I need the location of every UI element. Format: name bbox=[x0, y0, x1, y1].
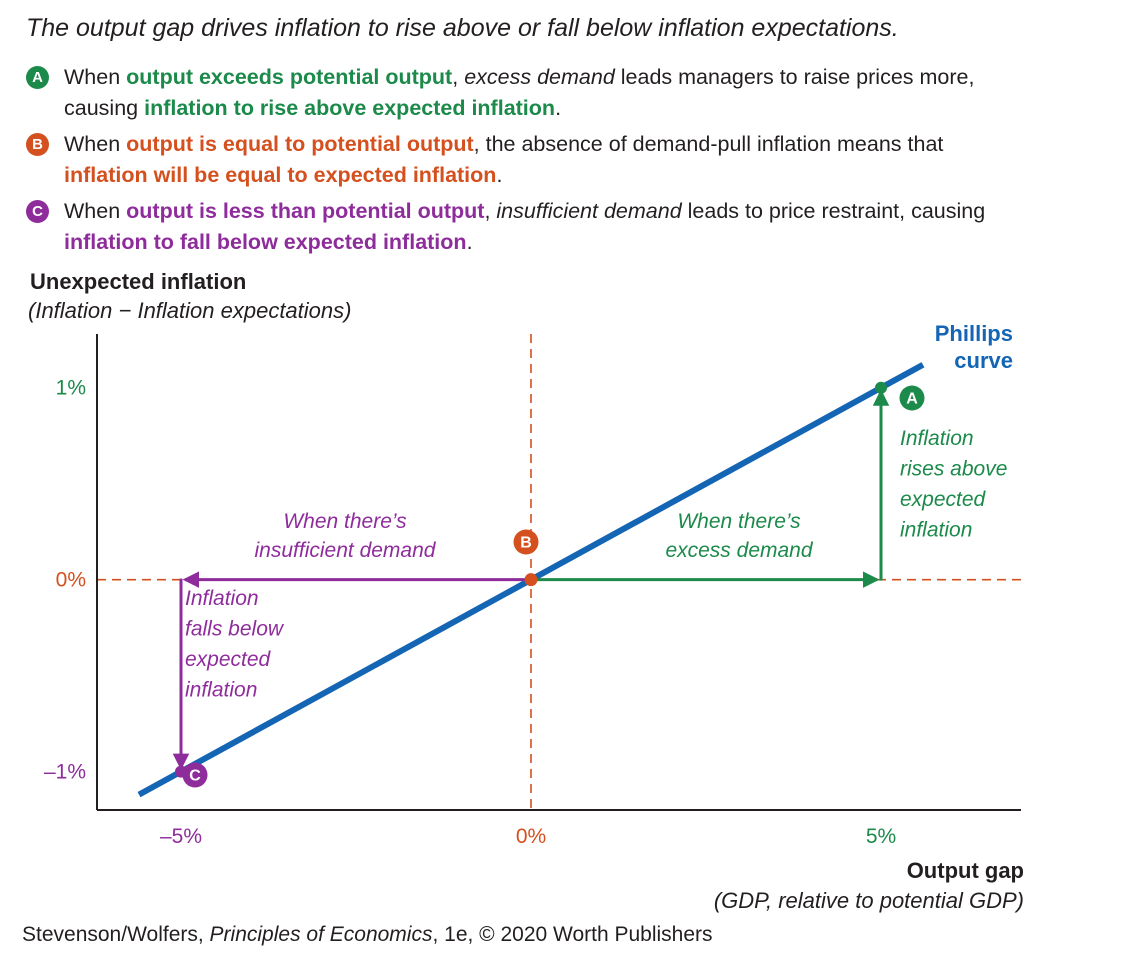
note-a: A When output exceeds potential output, … bbox=[26, 62, 974, 124]
insufficient-demand-label-line-1: When there’s bbox=[283, 510, 407, 533]
inflation-falls-label-line-2: falls below bbox=[185, 618, 285, 641]
note-c-line1: When output is less than potential outpu… bbox=[64, 199, 986, 223]
insufficient-demand-label-line-2: insufficient demand bbox=[255, 539, 437, 562]
point-a-badge-letter: A bbox=[906, 391, 918, 408]
x-tick-label-2: 0% bbox=[516, 825, 546, 848]
y-axis-title: Unexpected inflation bbox=[30, 269, 246, 294]
point-a-badge-circle bbox=[899, 385, 925, 411]
point-b-badge-circle bbox=[513, 529, 539, 555]
inflation-falls-label-line-4: inflation bbox=[185, 679, 257, 702]
badge-b: B bbox=[26, 133, 49, 156]
inflation-falls-label-line-3: expected bbox=[185, 648, 272, 671]
x-axis-subtitle: (GDP, relative to potential GDP) bbox=[714, 888, 1024, 913]
note-b-line1: When output is equal to potential output… bbox=[64, 132, 944, 156]
phillips-curve-label-line-1: Phillips bbox=[935, 321, 1013, 346]
note-b: B When output is equal to potential outp… bbox=[26, 129, 943, 191]
x-tick-label-1: –5% bbox=[160, 825, 202, 848]
note-c: C When output is less than potential out… bbox=[26, 196, 985, 258]
point-c-badge-letter: C bbox=[189, 768, 201, 785]
y-tick-label-1: 1% bbox=[56, 377, 86, 400]
badge-c: C bbox=[26, 200, 49, 223]
inflation-rises-label-line-4: inflation bbox=[900, 519, 972, 542]
y-axis-subtitle: (Inflation − Inflation expectations) bbox=[28, 298, 351, 323]
note-a-line1: When output exceeds potential output, ex… bbox=[64, 65, 975, 89]
y-tick-label-2: 0% bbox=[56, 569, 86, 592]
credit-line: Stevenson/Wolfers, Principles of Economi… bbox=[22, 923, 713, 946]
excess-demand-label-line-1: When there’s bbox=[677, 510, 801, 533]
inflation-rises-label-line-2: rises above bbox=[900, 458, 1007, 481]
point-c-badge-circle bbox=[182, 762, 208, 788]
point-a-dot bbox=[875, 381, 887, 394]
inflation-rises-label-line-1: Inflation bbox=[900, 427, 974, 450]
x-tick-label-3: 5% bbox=[866, 825, 896, 848]
phillips-curve-label-line-2: curve bbox=[954, 348, 1013, 373]
x-axis-title: Output gap bbox=[907, 858, 1024, 883]
point-b-dot bbox=[524, 573, 538, 587]
excess-demand-label-line-2: excess demand bbox=[665, 539, 813, 562]
headline: The output gap drives inflation to rise … bbox=[26, 14, 899, 42]
note-a-line2: causing inflation to rise above expected… bbox=[64, 96, 562, 120]
badge-a: A bbox=[26, 66, 49, 89]
y-tick-label-3: –1% bbox=[44, 761, 86, 784]
inflation-falls-label-line-1: Inflation bbox=[185, 587, 259, 610]
inflation-rises-label-line-3: expected bbox=[900, 488, 987, 511]
note-b-line2: inflation will be equal to expected infl… bbox=[64, 163, 503, 187]
note-c-line2: inflation to fall below expected inflati… bbox=[64, 230, 473, 254]
point-b-badge-letter: B bbox=[520, 535, 532, 552]
